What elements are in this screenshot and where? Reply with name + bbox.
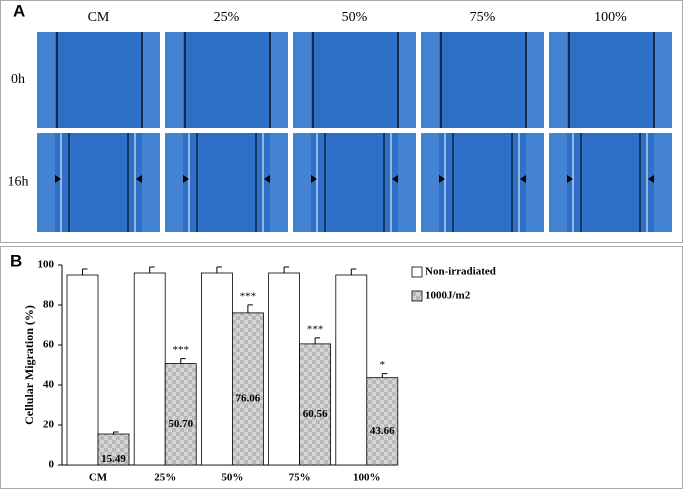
- cell-area: [398, 32, 416, 128]
- value-label: 76.06: [236, 392, 261, 404]
- x-tick-label: 25%: [154, 472, 176, 484]
- cell-area: [293, 32, 311, 128]
- error-bar: [247, 304, 253, 313]
- x-tick-label: 75%: [289, 472, 311, 484]
- error-bar: [381, 373, 388, 378]
- arrowhead: [392, 175, 398, 183]
- cell-area: [165, 32, 183, 128]
- cell-area: [526, 133, 544, 232]
- arrowhead: [648, 175, 654, 183]
- error-bar: [149, 266, 155, 273]
- micrograph: [421, 133, 544, 232]
- micrograph: [293, 133, 416, 232]
- micrograph: [37, 133, 160, 232]
- error-bar: [350, 268, 357, 275]
- cell-area: [526, 32, 544, 128]
- arrowhead: [183, 175, 189, 183]
- column-label: 100%: [594, 10, 627, 25]
- arrowhead: [439, 175, 445, 183]
- cell-area: [549, 32, 567, 128]
- bar: [133, 272, 166, 466]
- y-tick-label: 40: [43, 379, 55, 391]
- bar: [66, 274, 99, 466]
- cell-area: [165, 133, 183, 232]
- row-label: 16h: [8, 175, 29, 190]
- cell-area: [37, 133, 55, 232]
- arrowhead: [311, 175, 317, 183]
- error-bar: [180, 358, 186, 364]
- significance: ***: [240, 290, 257, 302]
- x-tick-label: 100%: [353, 472, 381, 484]
- column-label: 75%: [470, 10, 496, 25]
- cell-area: [142, 32, 160, 128]
- error-bar: [283, 266, 290, 273]
- cell-area: [654, 133, 672, 232]
- x-tick-label: CM: [89, 472, 108, 484]
- value-label: 15.49: [101, 453, 126, 465]
- error-bar: [113, 431, 119, 435]
- column-label: 25%: [214, 10, 240, 25]
- panel-label: B: [10, 251, 22, 270]
- panel-label: A: [13, 1, 25, 20]
- bar: [231, 312, 264, 466]
- error-bar: [82, 268, 88, 275]
- error-bar: [314, 337, 321, 344]
- cell-area: [421, 133, 439, 232]
- row-label: 0h: [11, 72, 25, 87]
- legend-label: 1000J/m2: [425, 290, 471, 302]
- micrograph: [165, 133, 288, 232]
- cell-area: [293, 133, 311, 232]
- cell-area: [549, 133, 567, 232]
- bar: [97, 433, 130, 466]
- bar: [268, 272, 301, 466]
- value-label: 60.56: [303, 408, 328, 420]
- y-tick-label: 0: [49, 459, 55, 471]
- significance: ***: [307, 323, 324, 335]
- arrowhead: [567, 175, 573, 183]
- cell-area: [654, 32, 672, 128]
- x-tick-label: 50%: [221, 472, 243, 484]
- cell-area: [270, 133, 288, 232]
- legend-swatch: [411, 290, 423, 302]
- cell-area: [398, 133, 416, 232]
- cell-area: [142, 133, 160, 232]
- micrograph: [549, 133, 672, 232]
- y-tick-label: 100: [38, 259, 55, 271]
- legend-swatch: [411, 266, 423, 278]
- bar: [335, 274, 368, 466]
- value-label: 50.70: [168, 418, 193, 430]
- error-bar: [216, 266, 222, 273]
- cell-area: [37, 32, 55, 128]
- arrowhead: [136, 175, 142, 183]
- bar: [299, 343, 332, 466]
- bar: [164, 363, 197, 466]
- arrowhead: [520, 175, 526, 183]
- y-tick-label: 20: [43, 419, 55, 431]
- arrowhead: [55, 175, 61, 183]
- bar: [366, 377, 399, 466]
- significance: ***: [172, 344, 189, 356]
- bar: [200, 272, 233, 466]
- arrowhead: [264, 175, 270, 183]
- significance: *: [380, 359, 386, 371]
- y-axis-label: Cellular Migration (%): [22, 305, 36, 425]
- y-tick-label: 60: [43, 339, 55, 351]
- cell-area: [270, 32, 288, 128]
- legend-label: Non-irradiated: [425, 266, 496, 278]
- column-label: CM: [88, 10, 110, 25]
- cell-area: [421, 32, 439, 128]
- y-tick-label: 80: [43, 299, 55, 311]
- value-label: 43.66: [370, 425, 395, 437]
- column-label: 50%: [342, 10, 368, 25]
